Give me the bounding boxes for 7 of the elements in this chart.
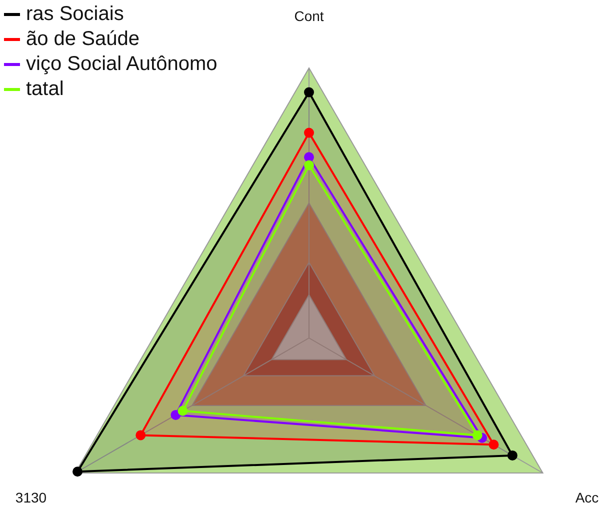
spoke-label: Acc xyxy=(575,489,599,506)
legend-label: ras Sociais xyxy=(26,2,124,27)
spoke-label: Cont xyxy=(294,8,324,24)
spoke-label: 3130 xyxy=(15,489,47,506)
legend-label: tatal xyxy=(26,77,64,102)
legend-label: viço Social Autônomo xyxy=(26,52,218,77)
legend-label: ão de Saúde xyxy=(26,27,140,52)
